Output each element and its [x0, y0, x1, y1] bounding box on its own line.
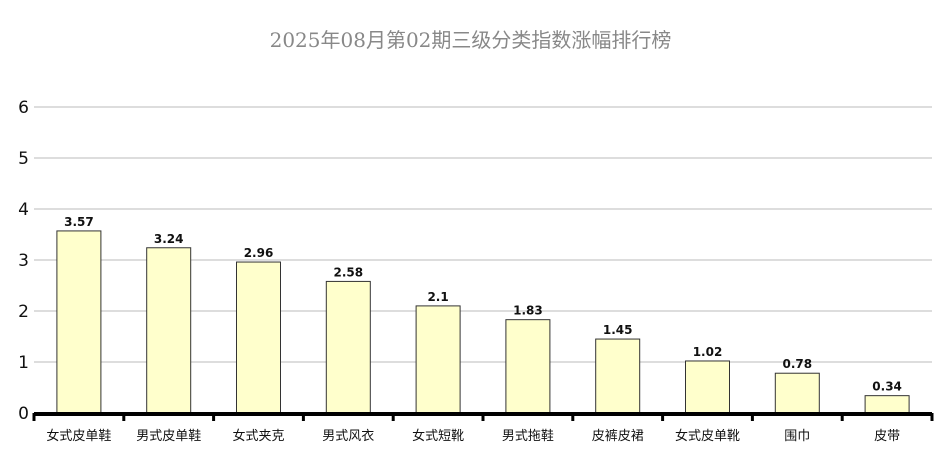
labels: 0 1 2 3 4 5 6 3.57 女式皮单鞋 3.24 男式皮单鞋 2.96 女式夹克 2.58 男式风…: [18, 98, 902, 444]
data-label: 1.02: [693, 345, 723, 359]
x-tick-label: 女式皮单靴: [675, 428, 740, 444]
x-tick-label: 围巾: [784, 429, 810, 444]
x-axis: [32, 412, 934, 421]
bar: [415, 305, 461, 414]
x-tick-label: 女式皮单鞋: [46, 428, 111, 444]
y-tick-label: 1: [18, 353, 29, 373]
data-label: 2.58: [333, 265, 363, 279]
bar: [685, 360, 730, 414]
data-label: 0.78: [782, 357, 812, 371]
y-tick-label: 2: [18, 302, 29, 322]
x-tick-label: 男式皮单鞋: [136, 428, 201, 444]
x-tick-label: 男式风衣: [322, 428, 374, 444]
x-tick-label: 女式夹克: [232, 428, 284, 444]
bar: [146, 247, 192, 414]
bar: [505, 319, 551, 414]
data-label: 1.45: [603, 323, 633, 337]
bar: [595, 338, 641, 414]
bar: [325, 280, 371, 414]
data-label: 3.24: [154, 232, 184, 246]
bar: [864, 395, 910, 414]
data-label: 3.57: [64, 215, 94, 229]
data-label: 0.34: [872, 380, 902, 394]
bar: [56, 230, 102, 414]
y-tick-label: 5: [18, 149, 29, 169]
y-tick-label: 6: [18, 98, 29, 118]
y-tick-label: 3: [18, 251, 29, 271]
data-label: 1.83: [513, 304, 543, 318]
bar: [774, 372, 820, 414]
chart-title: 2025年08月第02期三级分类指数涨幅排行榜: [269, 28, 672, 52]
y-tick-label: 0: [18, 404, 29, 424]
bar: [236, 261, 281, 414]
x-tick-label: 女式短靴: [412, 428, 464, 444]
bars: [56, 230, 910, 414]
data-label: 2.1: [427, 290, 448, 304]
x-tick-label: 男式拖鞋: [502, 428, 554, 444]
x-tick-label: 皮裤皮裙: [592, 429, 644, 444]
data-label: 2.96: [244, 246, 274, 260]
x-tick-label: 皮带: [874, 429, 900, 444]
y-tick-label: 4: [18, 200, 29, 220]
